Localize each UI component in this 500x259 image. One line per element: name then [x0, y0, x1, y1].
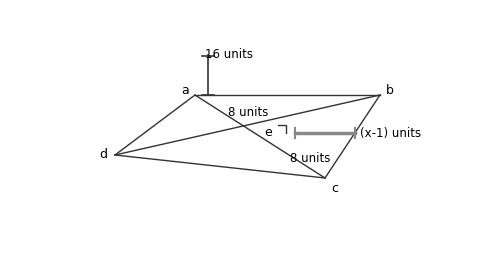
Text: d: d — [99, 148, 107, 162]
Text: a: a — [181, 84, 189, 97]
Text: c: c — [332, 182, 338, 195]
Text: 8 units: 8 units — [228, 105, 268, 119]
Text: 8 units: 8 units — [290, 152, 331, 164]
Text: (x-1) units: (x-1) units — [360, 126, 421, 140]
Text: 16 units: 16 units — [205, 48, 253, 61]
Text: e: e — [264, 126, 272, 140]
Text: b: b — [386, 84, 394, 97]
